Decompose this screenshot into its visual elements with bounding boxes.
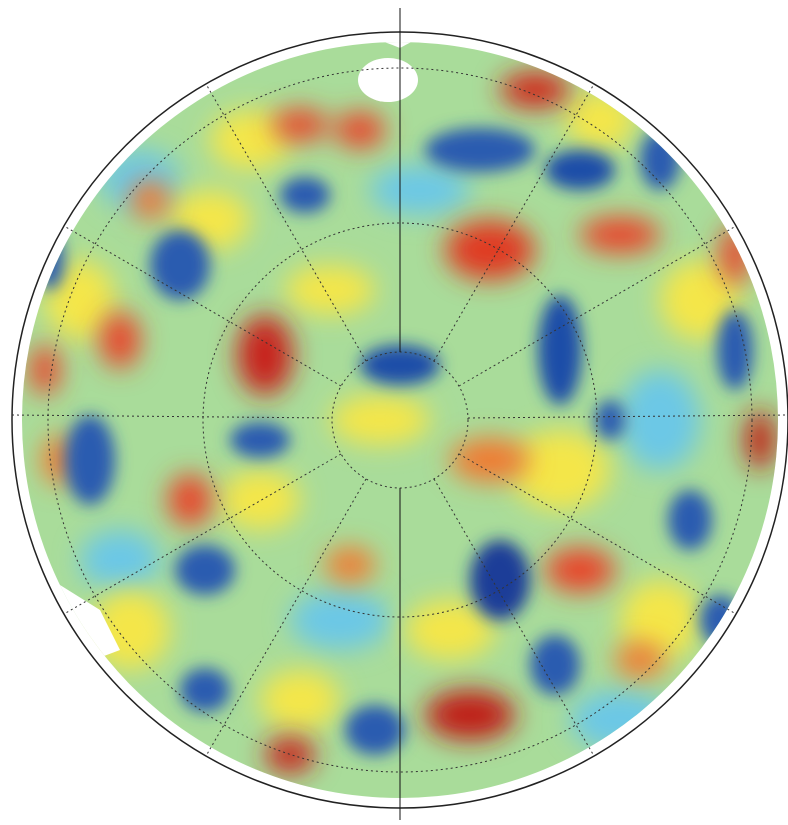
blue-blob bbox=[668, 490, 712, 550]
yellow-blob bbox=[220, 470, 300, 530]
polar-map bbox=[0, 0, 788, 825]
red-blob bbox=[237, 315, 293, 395]
yellow-blob bbox=[330, 395, 430, 445]
blue-blob bbox=[345, 705, 405, 755]
blue-blob bbox=[280, 177, 330, 213]
map-field bbox=[0, 0, 788, 825]
blue-blob bbox=[595, 400, 625, 440]
red-blob bbox=[500, 72, 570, 108]
cyan-blob bbox=[290, 590, 390, 650]
orange-blob bbox=[325, 547, 375, 583]
red-blob bbox=[335, 112, 385, 148]
orange-blob bbox=[450, 438, 530, 482]
cyan-blob bbox=[620, 370, 700, 470]
orange-blob bbox=[615, 642, 665, 678]
cyan-blob bbox=[370, 165, 470, 215]
red-blob bbox=[265, 737, 315, 773]
blue-blob bbox=[545, 150, 615, 190]
blue-blob bbox=[36, 230, 64, 290]
orange-blob bbox=[130, 180, 170, 220]
blue-blob bbox=[175, 545, 235, 595]
blue-blob bbox=[530, 635, 580, 695]
red-blob bbox=[168, 474, 212, 526]
blue-blob bbox=[230, 422, 290, 458]
red-blob bbox=[272, 109, 328, 141]
yellow-blob bbox=[565, 90, 635, 150]
missing-data bbox=[358, 58, 418, 102]
red-blob bbox=[545, 548, 615, 592]
cyan-blob bbox=[80, 530, 160, 590]
blue-blob bbox=[717, 310, 753, 390]
red-blob bbox=[100, 312, 140, 368]
blue-blob bbox=[640, 130, 680, 190]
red-blob bbox=[580, 217, 660, 253]
cyan-blob bbox=[570, 690, 670, 750]
red-blob bbox=[30, 345, 60, 395]
red-blob bbox=[425, 690, 515, 740]
blue-blob bbox=[538, 295, 582, 405]
red-blob bbox=[720, 225, 750, 285]
blue-blob bbox=[150, 230, 210, 300]
blue-blob bbox=[700, 595, 740, 645]
yellow-blob bbox=[260, 670, 340, 730]
yellow-blob bbox=[285, 265, 375, 315]
blue-blob bbox=[180, 668, 230, 712]
blue-blob bbox=[65, 415, 115, 505]
blue-blob bbox=[470, 540, 530, 620]
blue-blob bbox=[425, 128, 535, 172]
red-blob bbox=[445, 220, 535, 280]
page: (() => { const data = JSON.parse(documen… bbox=[0, 0, 788, 825]
